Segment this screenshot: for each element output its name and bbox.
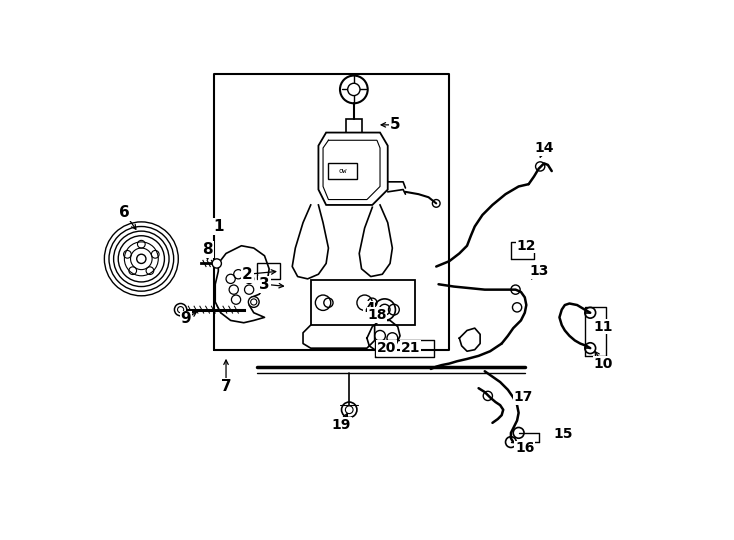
Circle shape — [137, 254, 146, 264]
Text: 12: 12 — [517, 239, 536, 253]
Polygon shape — [319, 132, 388, 205]
Text: 18: 18 — [367, 308, 387, 322]
Circle shape — [346, 406, 353, 414]
Circle shape — [248, 296, 259, 307]
Text: 3: 3 — [259, 276, 270, 292]
Text: 4: 4 — [364, 302, 374, 317]
Text: ow: ow — [338, 168, 347, 174]
Text: 5: 5 — [390, 117, 401, 132]
Text: 10: 10 — [594, 356, 613, 370]
Text: 14: 14 — [534, 141, 553, 155]
Text: 6: 6 — [119, 205, 130, 220]
Text: 20: 20 — [377, 341, 396, 355]
Text: 15: 15 — [553, 427, 573, 441]
Text: 21: 21 — [401, 341, 421, 355]
Circle shape — [212, 259, 222, 268]
Text: 1: 1 — [213, 219, 224, 234]
Text: 16: 16 — [515, 441, 534, 455]
Text: 17: 17 — [514, 390, 533, 404]
Text: 7: 7 — [221, 379, 231, 394]
Text: 9: 9 — [181, 312, 192, 326]
Text: 13: 13 — [529, 264, 548, 278]
Circle shape — [175, 303, 186, 316]
Circle shape — [348, 83, 360, 96]
Text: 8: 8 — [203, 242, 213, 257]
Polygon shape — [346, 119, 362, 132]
Text: 11: 11 — [594, 320, 613, 334]
Text: 19: 19 — [332, 418, 351, 432]
Polygon shape — [310, 280, 415, 325]
Text: 2: 2 — [242, 267, 253, 282]
